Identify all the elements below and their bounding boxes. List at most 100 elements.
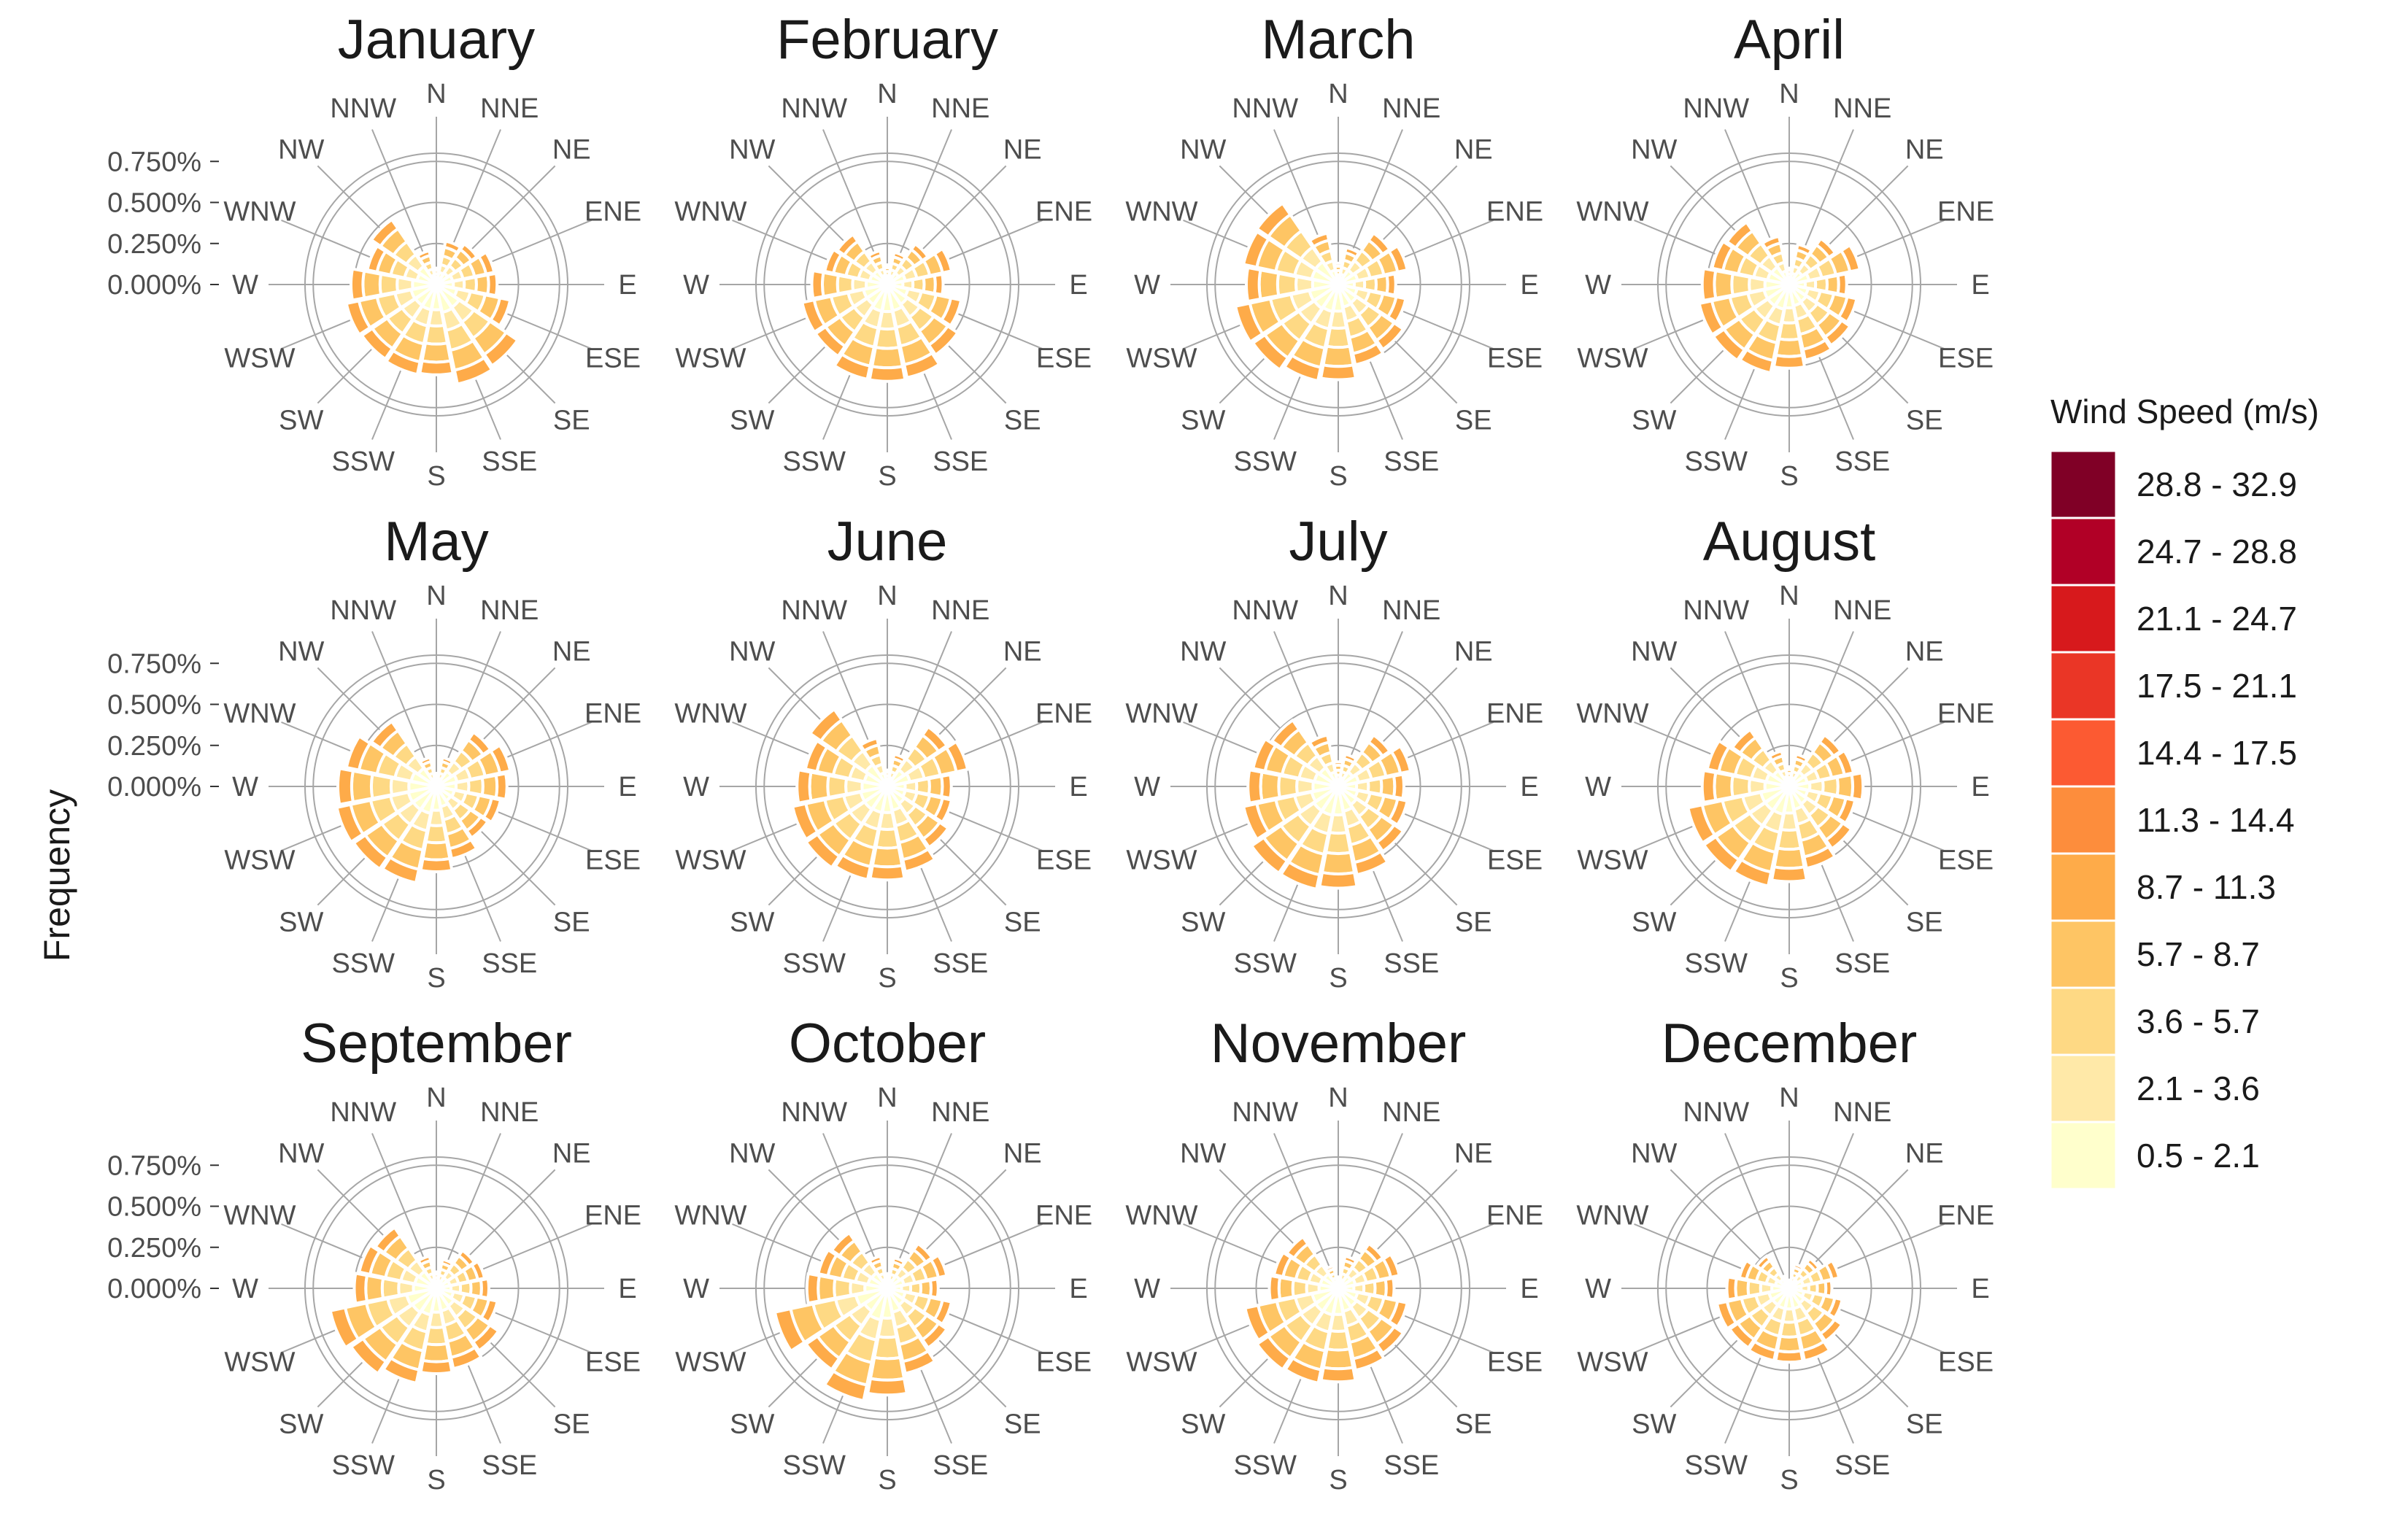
direction-label-ene: ENE (584, 197, 641, 228)
direction-label-ene: ENE (1937, 699, 1994, 730)
wedge-wnw-bin4 (366, 244, 387, 274)
direction-label-sse: SSE (1834, 1450, 1890, 1481)
wedge-w-bin4 (1246, 768, 1264, 805)
direction-label-wnw: WNW (1125, 1201, 1197, 1231)
direction-label-s: S (427, 461, 445, 492)
direction-label-wnw: WNW (1576, 1201, 1648, 1231)
wedge-nnw-bin4 (1780, 1274, 1788, 1281)
direction-label-ese: ESE (585, 343, 641, 374)
direction-label-nw: NW (729, 637, 775, 668)
direction-label-ssw: SSW (782, 1450, 846, 1481)
direction-label-w: W (232, 1274, 258, 1304)
direction-label-sw: SW (279, 405, 323, 436)
wedge-e-bin3 (1379, 774, 1397, 799)
panel-title: October (789, 1013, 986, 1075)
r-tick-label: 0.750% (107, 1150, 201, 1181)
wedge-sw-bin4 (1702, 835, 1741, 873)
wedges (1697, 220, 1861, 375)
direction-label-nne: NNE (480, 93, 539, 124)
direction-label-e: E (1520, 772, 1538, 802)
legend-label: 14.4 - 17.5 (2137, 734, 2297, 772)
direction-label-ese: ESE (1487, 343, 1543, 374)
legend: Wind Speed (m/s) 28.8 - 32.9 24.7 - 28.8 21… (2049, 392, 2319, 1191)
direction-label-nnw: NNW (330, 595, 396, 626)
direction-label-sse: SSE (1384, 1450, 1439, 1481)
direction-label-se: SE (1004, 907, 1041, 937)
legend-label: 5.7 - 8.7 (2137, 935, 2260, 973)
wedge-sse-bin4 (1801, 1339, 1832, 1363)
wedge-sw-bin4 (352, 833, 390, 871)
direction-label-nw: NW (1180, 637, 1226, 668)
direction-label-nne: NNE (1833, 1097, 1891, 1128)
direction-label-ssw: SSW (782, 948, 846, 979)
wedge-s-bin3 (871, 346, 904, 370)
direction-label-s: S (878, 1465, 896, 1496)
direction-label-ene: ENE (1486, 1201, 1543, 1231)
wedge-ene-bin4 (489, 743, 512, 775)
direction-label-n: N (1328, 581, 1348, 611)
wedge-sse-bin4 (903, 352, 941, 379)
r-tick-label: 0.500% (107, 690, 201, 721)
wedge-se-bin4 (1375, 1325, 1405, 1355)
wedge-sse-bin4 (449, 1346, 483, 1371)
direction-label-wnw: WNW (674, 1201, 746, 1231)
wedge-w-bin2 (369, 773, 393, 800)
wedge-s-bin3 (868, 1355, 906, 1382)
wedge-se-bin4 (1375, 823, 1405, 854)
wedge-ssw-bin4 (1279, 860, 1321, 891)
spoke-nnw (1273, 1133, 1339, 1289)
direction-label-w: W (232, 772, 258, 802)
direction-label-sw: SW (1181, 907, 1225, 937)
wedge-s-bin4 (418, 359, 455, 376)
wedge-ssw-bin4 (1732, 858, 1773, 888)
r-tick-label: 0.750% (107, 147, 201, 177)
direction-label-wsw: WSW (1126, 343, 1197, 374)
legend-key-4 (2049, 718, 2118, 788)
wedge-nw-bin4 (369, 217, 400, 248)
direction-label-nw: NW (278, 135, 324, 166)
wedge-sse-bin4 (448, 837, 479, 861)
wedges (1242, 719, 1413, 891)
wedge-nnw-bin4 (416, 249, 432, 261)
r-tick-label: 0.000% (107, 772, 201, 802)
wedge-w-bin2 (1276, 271, 1299, 298)
wedge-w-bin2 (1730, 272, 1752, 297)
wedge-ese-bin4 (940, 296, 963, 328)
direction-label-e: E (1069, 270, 1087, 301)
wedge-s-bin2 (874, 827, 900, 850)
direction-label-s: S (1780, 461, 1798, 492)
panel-title: December (1662, 1013, 1918, 1075)
direction-label-nne: NNE (931, 1097, 989, 1128)
direction-label-wnw: WNW (223, 699, 296, 730)
direction-label-ese: ESE (1036, 343, 1092, 374)
direction-label-nw: NW (1631, 637, 1677, 668)
direction-label-nne: NNE (931, 93, 989, 124)
wedge-wnw-bin4 (1272, 1250, 1293, 1278)
wedge-s-bin2 (1325, 326, 1351, 349)
wedge-sw-bin4 (1712, 328, 1746, 362)
wedge-s-bin2 (1324, 831, 1352, 856)
wedge-s-bin3 (1321, 344, 1355, 368)
wedge-sse-bin4 (1353, 850, 1389, 877)
wedge-s-bin4 (419, 1358, 454, 1375)
direction-label-wsw: WSW (224, 343, 295, 374)
direction-label-sw: SW (1632, 907, 1676, 937)
direction-label-e: E (1520, 1274, 1538, 1304)
wedge-w-bin3 (808, 770, 830, 802)
wedges (1715, 1254, 1844, 1364)
wedge-nw-bin4 (374, 1226, 402, 1254)
direction-label-nne: NNE (1833, 93, 1891, 124)
wedge-se-bin4 (1824, 319, 1852, 347)
legend-label: 17.5 - 21.1 (2137, 667, 2297, 705)
direction-label-sw: SW (730, 907, 774, 937)
wedge-s-bin3 (1776, 1334, 1802, 1354)
direction-label-s: S (427, 1465, 445, 1496)
wedge-s-bin3 (1772, 846, 1806, 870)
wedge-wsw-bin4 (344, 299, 372, 336)
wedges (791, 708, 970, 882)
wedge-e-bin4 (1836, 272, 1848, 297)
wedge-nnw-bin4 (867, 249, 883, 261)
